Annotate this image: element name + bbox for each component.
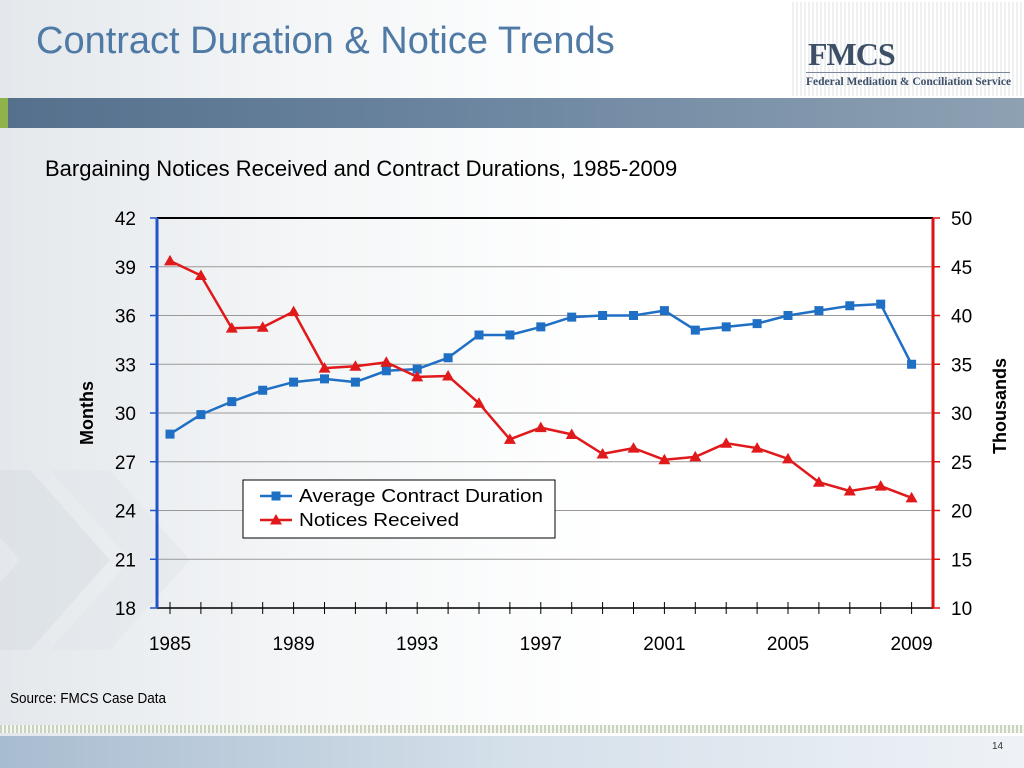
- right-axis-tick-label: 15: [951, 550, 972, 571]
- x-tick-label: 2009: [890, 634, 932, 655]
- right-axis-tick-label: 45: [951, 258, 972, 279]
- fmcs-logo: FMCS Federal Mediation & Conciliation Se…: [792, 2, 1022, 96]
- left-axis-tick-label: 33: [115, 355, 136, 376]
- data-point: [442, 369, 455, 381]
- data-point: [658, 453, 671, 465]
- data-point: [380, 356, 393, 367]
- logo-subtitle: Federal Mediation & Conciliation Service: [806, 76, 1012, 88]
- data-point: [536, 322, 546, 332]
- data-point: [225, 322, 238, 333]
- x-tick-label: 1989: [272, 634, 314, 655]
- left-axis-title: Months: [77, 381, 97, 445]
- legend-label: Average Contract Duration: [299, 486, 543, 506]
- data-point: [256, 321, 269, 332]
- data-point: [289, 377, 299, 387]
- left-axis-tick-label: 30: [115, 404, 136, 425]
- left-axis-tick-label: 36: [115, 307, 136, 328]
- left-axis-tick-label: 24: [115, 502, 137, 523]
- data-point: [287, 305, 300, 317]
- data-point: [443, 353, 453, 363]
- data-point: [411, 370, 424, 382]
- chevron-decoration-icon: [0, 470, 190, 650]
- data-point: [473, 397, 485, 408]
- footer-band: [0, 736, 1024, 768]
- data-point: [596, 447, 609, 459]
- data-point: [814, 306, 824, 316]
- data-point: [752, 319, 762, 329]
- header-band: [0, 98, 1024, 128]
- data-point: [843, 485, 856, 496]
- data-point: [720, 437, 733, 448]
- data-point: [474, 330, 484, 340]
- data-point: [534, 421, 547, 433]
- data-point: [876, 299, 886, 309]
- data-point: [194, 269, 207, 281]
- right-axis-title: Thousands: [990, 358, 1010, 454]
- data-point: [659, 306, 669, 316]
- data-point: [350, 377, 360, 387]
- chart-title: Bargaining Notices Received and Contract…: [45, 156, 678, 181]
- left-axis-tick-label: 39: [115, 258, 136, 279]
- left-axis-tick-label: 42: [115, 209, 136, 230]
- data-point: [318, 362, 331, 373]
- x-tick-label: 2001: [643, 634, 685, 655]
- source-note: Source: FMCS Case Data: [10, 690, 167, 707]
- x-tick-label: 2005: [767, 634, 809, 655]
- series-line-notices: [169, 259, 913, 499]
- legend-marker: [270, 514, 282, 525]
- data-point: [907, 359, 917, 369]
- data-point: [196, 410, 206, 420]
- data-point: [783, 311, 793, 320]
- logo-divider: [806, 72, 1010, 73]
- footer-pattern: [0, 725, 1024, 733]
- right-axis-tick-label: 20: [951, 502, 972, 523]
- data-point: [845, 301, 855, 311]
- legend-label: Notices Received: [299, 510, 459, 530]
- data-point: [689, 450, 702, 462]
- data-point: [505, 330, 515, 340]
- data-point: [629, 311, 638, 320]
- data-point: [381, 366, 391, 376]
- right-axis-tick-label: 40: [951, 307, 972, 328]
- left-axis-tick-label: 18: [115, 599, 136, 620]
- data-point: [782, 452, 794, 464]
- data-point: [690, 325, 700, 335]
- data-point: [164, 254, 176, 266]
- data-point: [721, 322, 731, 332]
- right-axis-tick-label: 10: [951, 599, 972, 620]
- right-axis-tick-label: 35: [951, 355, 972, 376]
- x-tick-label: 1985: [149, 634, 191, 655]
- data-point: [258, 385, 268, 395]
- data-point: [598, 311, 608, 320]
- data-point: [227, 397, 237, 407]
- data-point: [874, 480, 887, 491]
- data-point: [627, 442, 640, 453]
- header-accent: [0, 98, 8, 128]
- legend-box: [242, 479, 556, 539]
- data-point: [165, 429, 175, 439]
- right-axis-tick-label: 50: [951, 209, 972, 230]
- data-point: [567, 312, 577, 322]
- right-axis-tick-label: 30: [951, 404, 972, 425]
- data-point: [320, 374, 329, 384]
- slide-title: Contract Duration & Notice Trends: [36, 20, 615, 62]
- data-point: [905, 491, 918, 503]
- legend-marker: [271, 491, 281, 501]
- data-point: [349, 360, 362, 371]
- data-point: [751, 442, 764, 453]
- data-point: [812, 476, 825, 487]
- x-tick-label: 1997: [520, 634, 562, 655]
- left-axis-tick-label: 27: [115, 453, 136, 474]
- right-axis-tick-label: 25: [951, 453, 972, 474]
- data-point: [412, 364, 422, 374]
- page-number: 14: [992, 741, 1004, 752]
- data-point: [565, 428, 578, 439]
- left-axis-tick-label: 21: [115, 550, 136, 571]
- x-tick-label: 1993: [396, 634, 438, 655]
- logo-mark: FMCS: [808, 36, 896, 72]
- data-point: [503, 433, 516, 444]
